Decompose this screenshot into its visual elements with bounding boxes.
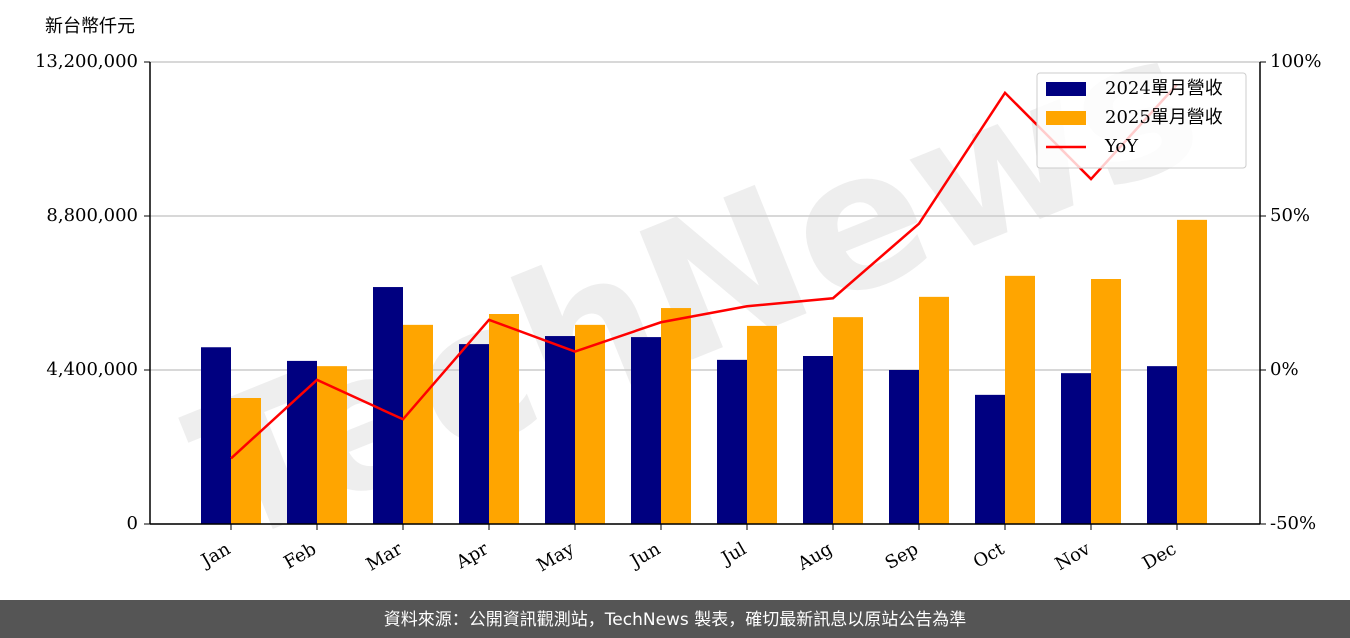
footer-text: 資料來源：公開資訊觀測站，TechNews 製表，確切最新訊息以原站公告為準 <box>384 610 966 630</box>
bar <box>317 366 347 524</box>
x-tick-label: Aug <box>793 538 836 575</box>
bar <box>889 370 919 524</box>
x-tick-label: Nov <box>1052 538 1095 575</box>
bar <box>1061 373 1091 524</box>
bar <box>287 360 317 524</box>
bar <box>631 337 661 524</box>
legend-swatch <box>1046 82 1086 96</box>
legend-box <box>1036 72 1247 169</box>
bar <box>373 287 403 524</box>
bar <box>231 398 261 524</box>
bar <box>1005 275 1035 524</box>
x-tick-label: May <box>533 538 578 576</box>
x-tick-label: Jun <box>625 538 664 573</box>
bar <box>919 296 949 524</box>
x-tick-label: Dec <box>1139 538 1180 574</box>
bar <box>1091 279 1121 524</box>
x-tick-label: Apr <box>452 538 492 573</box>
legend-label: YoY <box>1104 136 1139 157</box>
y-tick-label: 4,400,000 <box>46 359 138 380</box>
y-axis-label: 新台幣仟元 <box>45 16 135 37</box>
bar <box>1147 366 1177 524</box>
bar <box>201 347 231 524</box>
y2-tick-label: 100% <box>1270 51 1321 72</box>
bar <box>661 308 691 524</box>
bar <box>1177 219 1207 524</box>
bar <box>575 324 605 524</box>
bar <box>717 359 747 524</box>
y2-tick-label: -50% <box>1270 513 1316 534</box>
bar <box>489 314 519 524</box>
x-tick-label: Jul <box>716 538 750 570</box>
y-tick-label: 0 <box>127 513 138 534</box>
bar <box>403 324 433 524</box>
legend-label: 2025單月營收 <box>1105 107 1223 128</box>
x-tick-label: Mar <box>363 538 407 575</box>
bar <box>833 317 863 524</box>
line <box>230 83 1178 460</box>
y-tick-label: 8,800,000 <box>46 205 138 226</box>
legend-label: 2024單月營收 <box>1105 78 1223 99</box>
bar <box>975 394 1005 524</box>
footer-bar <box>0 600 1350 638</box>
bar <box>545 336 575 524</box>
bar <box>459 344 489 524</box>
bar <box>803 356 833 524</box>
bar <box>747 325 777 524</box>
y-tick-label: 13,200,000 <box>35 51 138 72</box>
y2-tick-label: 0% <box>1270 359 1299 380</box>
y2-tick-label: 50% <box>1270 205 1310 226</box>
x-tick-label: Sep <box>882 538 922 573</box>
x-tick-label: Oct <box>970 538 1009 573</box>
legend-swatch <box>1046 111 1086 125</box>
